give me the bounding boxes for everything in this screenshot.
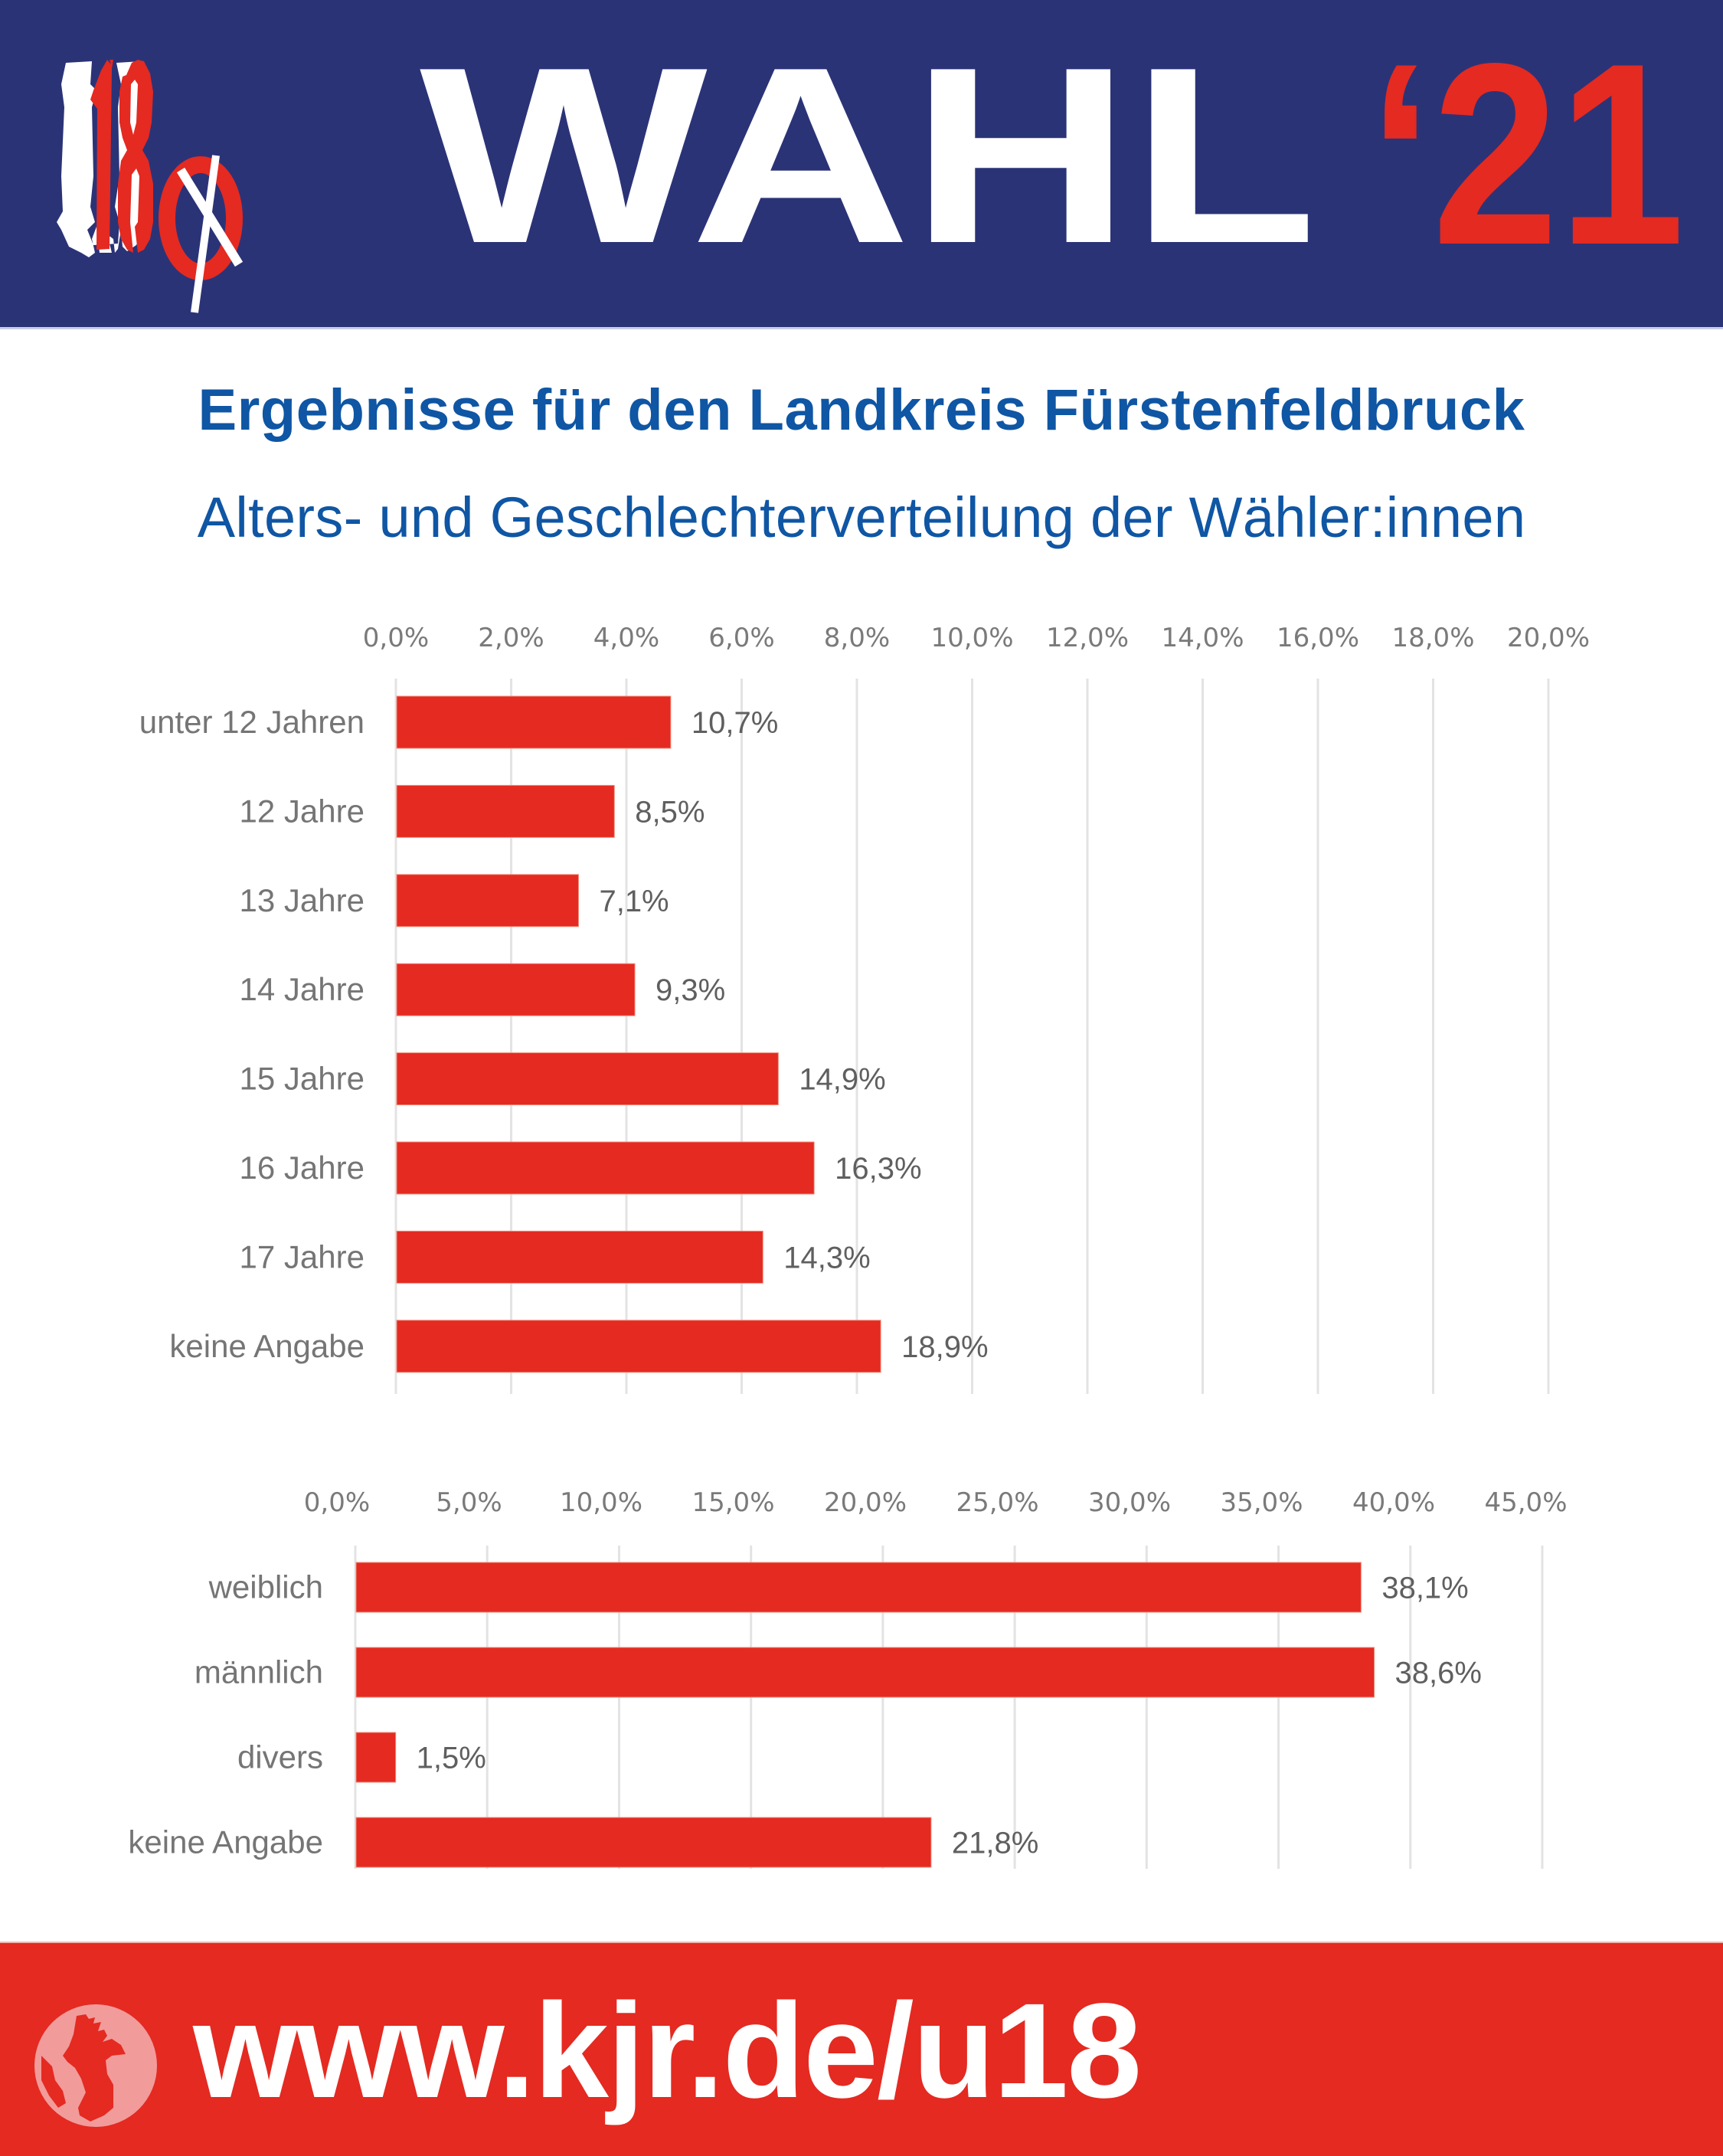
gender-chart-svg: 0,0% 5,0% 10,0% 15,0% 20,0% 25,0% 30,0% 35,0% 40… bbox=[128, 1487, 1568, 1869]
bar bbox=[396, 874, 579, 928]
axis-tick-label: 6,0% bbox=[708, 623, 774, 653]
category-label: unter 12 Jahren bbox=[139, 704, 365, 740]
axis-tick-label: 12,0% bbox=[1046, 623, 1129, 653]
category-label: 13 Jahre bbox=[240, 882, 365, 918]
data-label: 16,3% bbox=[835, 1152, 921, 1186]
axis-tick-label: 10,0% bbox=[560, 1487, 642, 1518]
logo-wahl-word: WAHL bbox=[420, 15, 1317, 296]
category-label: 14 Jahre bbox=[240, 971, 365, 1007]
bar bbox=[355, 1817, 932, 1868]
axis-tick-label: 16,0% bbox=[1277, 623, 1359, 653]
axis-tick-label: 0,0% bbox=[363, 623, 429, 653]
category-label: keine Angabe bbox=[169, 1328, 365, 1364]
category-label: divers bbox=[237, 1739, 323, 1775]
axis-tick-label: 40,0% bbox=[1352, 1487, 1435, 1518]
axis-tick-label: 30,0% bbox=[1088, 1487, 1171, 1518]
data-label: 14,9% bbox=[799, 1063, 885, 1097]
axis-tick-label: 14,0% bbox=[1161, 623, 1244, 653]
category-label: 15 Jahre bbox=[240, 1061, 365, 1097]
footer-url-link[interactable]: www.kjr.de/u18 bbox=[193, 1976, 1142, 2126]
category-label: 12 Jahre bbox=[240, 793, 365, 829]
axis-tick-label: 5,0% bbox=[436, 1487, 502, 1518]
data-label: 8,5% bbox=[635, 795, 705, 829]
gender-distribution-chart: 0,0% 5,0% 10,0% 15,0% 20,0% 25,0% 30,0% 35,0% 40… bbox=[0, 1471, 1723, 1884]
bar bbox=[396, 963, 636, 1016]
u18-wahl-logo: WAHL ‘21 bbox=[57, 9, 1685, 313]
category-label: 17 Jahre bbox=[240, 1238, 365, 1274]
data-label: 21,8% bbox=[952, 1827, 1038, 1860]
page-subtitle: Alters- und Geschlechterverteilung der W… bbox=[197, 486, 1526, 549]
bar bbox=[396, 1141, 815, 1195]
data-label: 1,5% bbox=[417, 1742, 486, 1775]
age-distribution-chart: 0,0% 2,0% 4,0% 6,0% 8,0% 10,0% 12,0% 14,0% 16,0%… bbox=[0, 605, 1723, 1417]
data-label: 14,3% bbox=[783, 1241, 870, 1274]
logo-18-number bbox=[90, 60, 153, 253]
category-label: männlich bbox=[195, 1654, 323, 1690]
axis-tick-label: 45,0% bbox=[1484, 1487, 1567, 1518]
globe-icon bbox=[34, 2004, 157, 2127]
ballot-cross-icon bbox=[159, 155, 244, 313]
axis-tick-label: 2,0% bbox=[478, 623, 544, 653]
header-banner: WAHL ‘21 bbox=[0, 0, 1723, 329]
axis-tick-label: 0,0% bbox=[304, 1487, 370, 1518]
bar bbox=[396, 1320, 881, 1373]
bar bbox=[355, 1562, 1362, 1613]
category-label: weiblich bbox=[208, 1569, 323, 1605]
page-title: Ergebnisse für den Landkreis Fürstenfeld… bbox=[198, 378, 1525, 443]
bar bbox=[396, 695, 672, 749]
data-label: 18,9% bbox=[901, 1330, 988, 1364]
bar bbox=[396, 1052, 779, 1106]
data-label: 10,7% bbox=[691, 706, 778, 740]
logo-year: ‘21 bbox=[1369, 9, 1685, 299]
data-label: 9,3% bbox=[656, 973, 725, 1007]
bar bbox=[396, 1230, 763, 1284]
data-label: 38,1% bbox=[1381, 1572, 1468, 1605]
footer-banner: www.kjr.de/u18 bbox=[0, 1942, 1723, 2156]
axis-tick-label: 10,0% bbox=[930, 623, 1013, 653]
data-label: 38,6% bbox=[1395, 1657, 1482, 1690]
age-chart-svg: 0,0% 2,0% 4,0% 6,0% 8,0% 10,0% 12,0% 14,0% 16,0%… bbox=[139, 623, 1590, 1394]
data-label: 7,1% bbox=[599, 885, 669, 918]
category-label: 16 Jahre bbox=[240, 1150, 365, 1186]
bar bbox=[355, 1647, 1375, 1698]
axis-tick-label: 20,0% bbox=[1507, 623, 1590, 653]
axis-tick-label: 25,0% bbox=[956, 1487, 1038, 1518]
bar bbox=[396, 784, 615, 838]
axis-tick-label: 18,0% bbox=[1391, 623, 1474, 653]
axis-tick-label: 8,0% bbox=[824, 623, 890, 653]
bar bbox=[355, 1732, 397, 1783]
axis-tick-label: 15,0% bbox=[691, 1487, 774, 1518]
axis-tick-label: 35,0% bbox=[1220, 1487, 1303, 1518]
category-label: keine Angabe bbox=[128, 1824, 323, 1860]
axis-tick-label: 4,0% bbox=[593, 623, 659, 653]
axis-tick-label: 20,0% bbox=[824, 1487, 907, 1518]
